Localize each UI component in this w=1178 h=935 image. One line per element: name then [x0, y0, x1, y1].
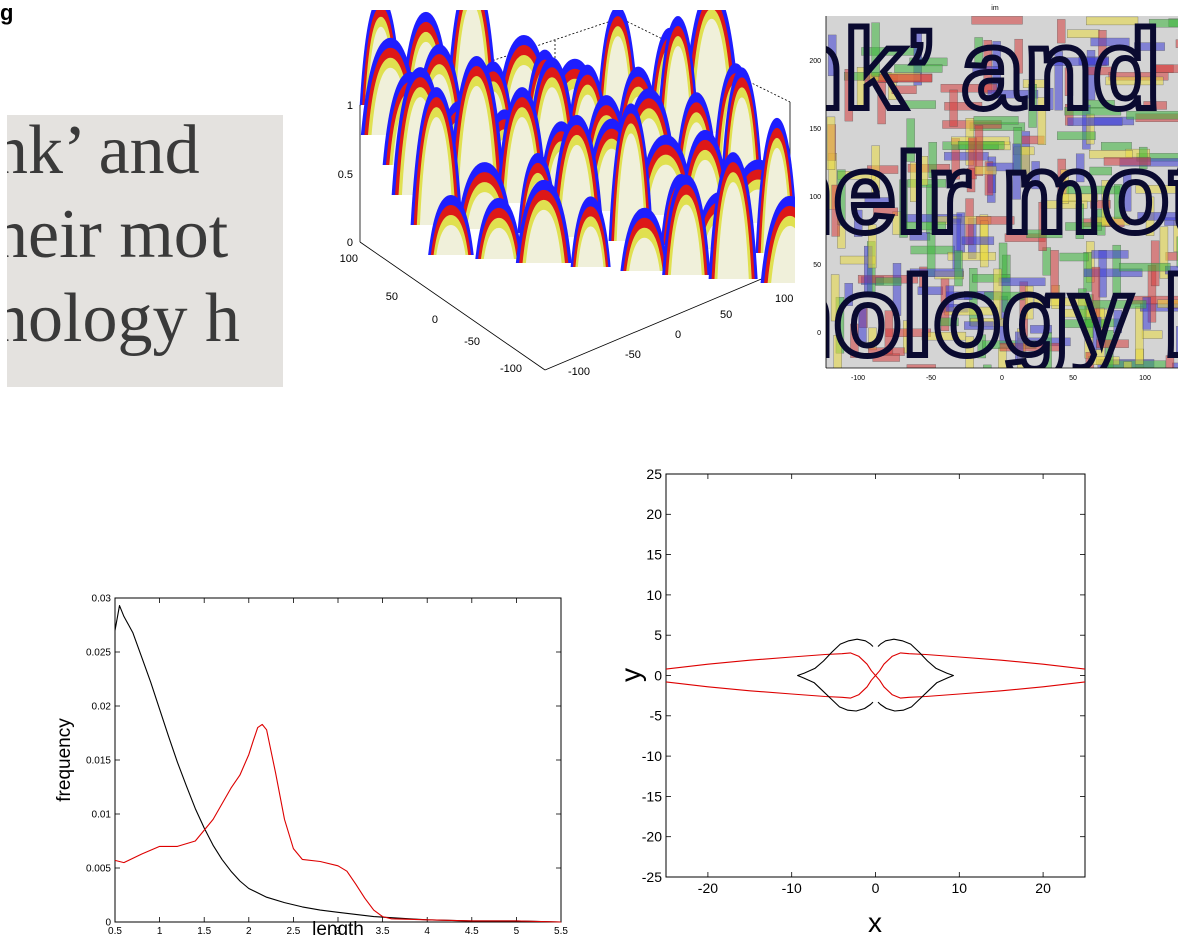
overlay-xtick-0: 0	[1000, 375, 1004, 382]
text-photo: nk’ and heir mot nology h	[7, 115, 283, 387]
surface-peaks	[360, 10, 800, 283]
overlay-ytick-50: 50	[813, 262, 821, 269]
chart1-xtick-label: 4.5	[465, 926, 479, 935]
overlay-xtick-100: 100	[1139, 375, 1151, 382]
chart1-ytick-label: 0.03	[92, 594, 112, 605]
overlay-letters-3: nology b	[795, 254, 1178, 379]
photo-line-2: heir mot	[7, 195, 228, 275]
surface-plot: 1 0.5 0 100 50 0 -50 -100 -100 -50 0 50 …	[320, 10, 800, 380]
chart2-ytick-label: 10	[646, 587, 662, 603]
surface-xtick-m50: -50	[625, 349, 641, 361]
chart2-ytick-label: 20	[646, 506, 662, 522]
surface-ytick-m50: -50	[464, 336, 480, 348]
overlay-ytick-150: 150	[809, 126, 821, 133]
surface-ztick-0: 0	[347, 237, 353, 249]
chart1-xtick-label: 1.5	[197, 926, 211, 935]
chart2-ytick-label: 5	[654, 627, 662, 643]
chart1-xtick-label: 2.5	[286, 926, 300, 935]
chart1-xlabel: length	[312, 919, 364, 935]
overlay-ytick-100: 100	[809, 194, 821, 201]
surface-ytick-100: 100	[340, 253, 358, 265]
chart2-ytick-label: -20	[642, 829, 662, 845]
xy-contour-chart: -20 -10 0 10 20 -25 -20 -15 -10 -5 0 5 10 15 20 25 x y	[610, 460, 1110, 935]
chart1-ytick-label: 0	[105, 918, 111, 929]
chart1-ytick-label: 0.01	[92, 810, 112, 821]
surface-ztick-05: 0.5	[338, 169, 353, 181]
chart2-ytick-label: -25	[642, 869, 662, 885]
surface-xtick-m100: -100	[568, 366, 590, 378]
overlay-xtick-m50: -50	[926, 375, 936, 382]
chart1-xtick-label: 1	[157, 926, 163, 935]
chart2-xtick-label: 0	[872, 880, 880, 896]
overlay-ytick-0: 0	[817, 330, 821, 337]
chart1-ytick-label: 0.025	[86, 648, 111, 659]
chart2-ytick-label: 0	[654, 667, 662, 683]
surface-ytick-50: 50	[386, 291, 398, 303]
chart1-xtick-label: 2	[246, 926, 252, 935]
chart2-ytick-label: -10	[642, 748, 662, 764]
length-frequency-chart: 0.5 1 1.5 2 2.5 3 3.5 4 4.5 5 5.500.0050.010.0150.…	[40, 590, 580, 935]
chart1-xtick-label: 5	[514, 926, 520, 935]
chart2-xtick-label: 10	[952, 880, 968, 896]
surface-xtick-0: 0	[675, 329, 681, 341]
surface-xtick-100: 100	[775, 293, 793, 305]
chart1-xtick-label: 5.5	[554, 926, 568, 935]
surface-ytick-0: 0	[432, 314, 438, 326]
chart1-xtick-label: 4	[424, 926, 430, 935]
heading-fragment: g	[0, 0, 13, 26]
overlay-xtick-50: 50	[1069, 375, 1077, 382]
chart2-ytick-label: 15	[646, 547, 662, 563]
overlay-plot: im nk’ and helr mot nology b 200 150 100…	[795, 0, 1178, 400]
chart2-xtick-label: -20	[698, 880, 718, 896]
overlay-letters-2: helr mot	[795, 131, 1178, 256]
chart2-ytick-label: 25	[646, 466, 662, 482]
chart2-xtick-label: 20	[1035, 880, 1051, 896]
surface-ytick-m100: -100	[500, 363, 522, 375]
chart2-xtick-label: -10	[782, 880, 802, 896]
chart1-ytick-label: 0.015	[86, 756, 111, 767]
surface-xtick-50: 50	[720, 309, 732, 321]
photo-line-1: nk’ and	[7, 115, 200, 191]
overlay-xtick-m100: -100	[851, 375, 865, 382]
overlay-ytick-200: 200	[809, 58, 821, 65]
overlay-letters-1: nk’ and	[795, 7, 1161, 132]
chart2-ytick-label: -5	[650, 708, 663, 724]
chart2-xlabel: x	[868, 907, 882, 935]
chart1-ytick-label: 0.005	[86, 864, 111, 875]
chart1-xtick-label: 3.5	[376, 926, 390, 935]
surface-ztick-1: 1	[347, 100, 353, 112]
photo-line-3: nology h	[7, 279, 240, 359]
chart2-ylabel: y	[615, 668, 646, 682]
chart1-ylabel: frequency	[54, 718, 75, 802]
chart2-ytick-label: -15	[642, 788, 662, 804]
chart1-ytick-label: 0.02	[92, 702, 112, 713]
